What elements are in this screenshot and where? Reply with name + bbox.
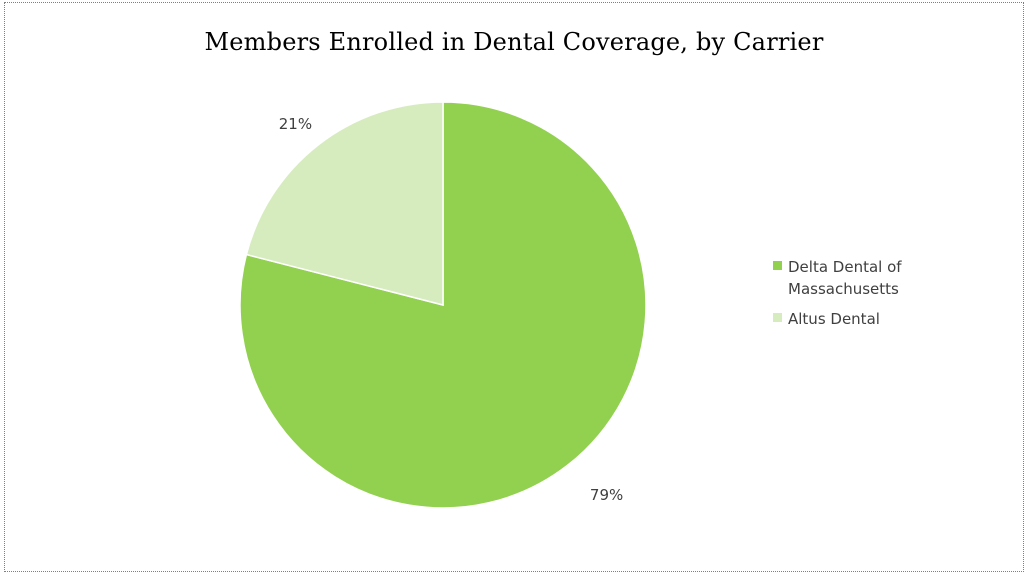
chart-title: Members Enrolled in Dental Coverage, by … xyxy=(204,28,824,56)
legend-label: Altus Dental xyxy=(788,310,880,328)
legend-swatch xyxy=(773,261,782,270)
data-label: 21% xyxy=(279,115,312,133)
pie-labels: 79% 21% xyxy=(279,115,624,504)
legend: Delta Dental of Massachusetts Altus Denta… xyxy=(773,256,973,338)
pie-slice-altus-dental xyxy=(245,101,444,306)
legend-swatch xyxy=(773,313,782,322)
pie-slices xyxy=(239,101,647,509)
data-label: 79% xyxy=(590,486,623,504)
legend-item: Altus Dental xyxy=(773,308,973,330)
legend-item: Delta Dental of Massachusetts xyxy=(773,256,973,300)
legend-label: Delta Dental of Massachusetts xyxy=(788,258,902,298)
